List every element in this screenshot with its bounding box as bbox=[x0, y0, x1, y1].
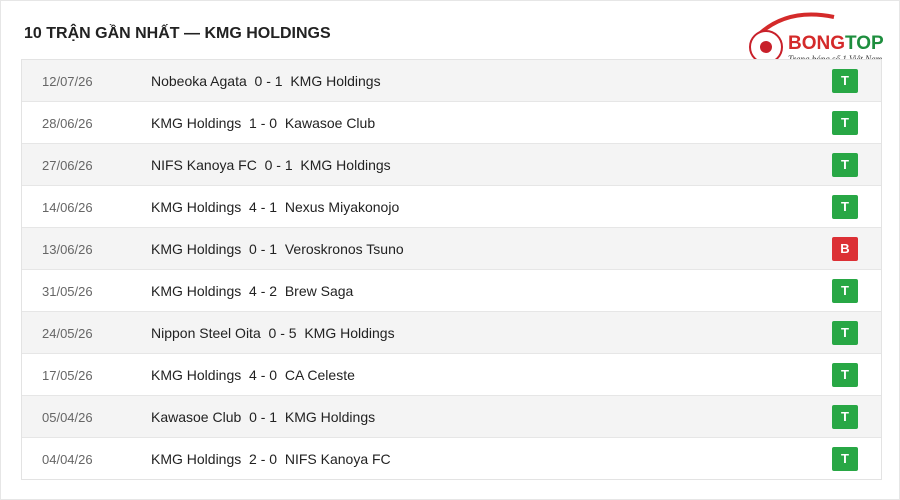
match-row: 05/04/26 Kawasoe Club 0 - 1 KMG Holdings T bbox=[22, 395, 881, 437]
score: 2 - 0 bbox=[249, 451, 278, 467]
score: 0 - 1 bbox=[249, 241, 278, 257]
match-line: Kawasoe Club 0 - 1 KMG Holdings bbox=[151, 409, 375, 425]
result-badge: T bbox=[832, 321, 858, 345]
home-team: Nippon Steel Oita bbox=[151, 325, 261, 341]
home-team: KMG Holdings bbox=[151, 241, 242, 257]
logo-brand-a: BONG bbox=[788, 33, 845, 54]
away-team: KMG Holdings bbox=[284, 409, 376, 425]
score: 4 - 0 bbox=[249, 367, 278, 383]
match-line: Nippon Steel Oita 0 - 5 KMG Holdings bbox=[151, 325, 395, 341]
match-line: NIFS Kanoya FC 0 - 1 KMG Holdings bbox=[151, 157, 391, 173]
match-line: KMG Holdings 2 - 0 NIFS Kanoya FC bbox=[151, 451, 391, 467]
home-team: KMG Holdings bbox=[151, 115, 242, 131]
away-team: NIFS Kanoya FC bbox=[284, 451, 391, 467]
score: 4 - 1 bbox=[249, 199, 278, 215]
match-row: 04/04/26 KMG Holdings 2 - 0 NIFS Kanoya F… bbox=[22, 437, 881, 479]
result-badge: T bbox=[832, 447, 858, 471]
home-team: KMG Holdings bbox=[151, 367, 242, 383]
match-row: 27/06/26 NIFS Kanoya FC 0 - 1 KMG Holding… bbox=[22, 143, 881, 185]
match-line: KMG Holdings 4 - 1 Nexus Miyakonojo bbox=[151, 199, 399, 215]
match-row: 24/05/26 Nippon Steel Oita 0 - 5 KMG Hold… bbox=[22, 311, 881, 353]
score: 0 - 5 bbox=[268, 325, 297, 341]
result-badge: T bbox=[832, 111, 858, 135]
title: 10 TRẬN GẦN NHẤT — KMG HOLDINGS bbox=[24, 25, 331, 42]
results-table: 12/07/26 Nobeoka Agata 0 - 1 KMG Holdings… bbox=[21, 59, 882, 480]
result-badge: T bbox=[832, 363, 858, 387]
match-line: KMG Holdings 4 - 0 CA Celeste bbox=[151, 367, 355, 383]
away-team: KMG Holdings bbox=[300, 157, 391, 173]
match-date: 05/04/26 bbox=[42, 410, 93, 425]
match-date: 28/06/26 bbox=[42, 116, 93, 131]
away-team: Veroskronos Tsuno bbox=[284, 241, 404, 257]
match-row: 14/06/26 KMG Holdings 4 - 1 Nexus Miyakon… bbox=[22, 185, 881, 227]
logo-brand: BONGTOP bbox=[788, 33, 884, 54]
away-team: Nexus Miyakonojo bbox=[284, 199, 400, 215]
result-badge: B bbox=[832, 237, 858, 261]
match-date: 13/06/26 bbox=[42, 242, 93, 257]
logo-brand-b: TOP bbox=[845, 33, 884, 54]
score: 0 - 1 bbox=[249, 409, 278, 425]
home-team: KMG Holdings bbox=[151, 283, 242, 299]
home-team: NIFS Kanoya FC bbox=[151, 157, 257, 173]
score: 4 - 2 bbox=[249, 283, 278, 299]
away-team: Kawasoe Club bbox=[284, 115, 376, 131]
match-row: 13/06/26 KMG Holdings 0 - 1 Veroskronos T… bbox=[22, 227, 881, 269]
logo-ball-patch bbox=[760, 41, 772, 53]
match-date: 31/05/26 bbox=[42, 284, 93, 299]
away-team: Brew Saga bbox=[284, 283, 354, 299]
result-badge: T bbox=[832, 279, 858, 303]
result-badge: T bbox=[832, 153, 858, 177]
match-date: 12/07/26 bbox=[42, 74, 93, 89]
match-line: KMG Holdings 1 - 0 Kawasoe Club bbox=[151, 115, 375, 131]
match-row: 28/06/26 KMG Holdings 1 - 0 Kawasoe Club T bbox=[22, 101, 881, 143]
match-line: KMG Holdings 4 - 2 Brew Saga bbox=[151, 283, 353, 299]
match-row: 12/07/26 Nobeoka Agata 0 - 1 KMG Holdings… bbox=[22, 60, 881, 101]
match-date: 14/06/26 bbox=[42, 200, 93, 215]
away-team: KMG Holdings bbox=[290, 73, 381, 89]
match-date: 27/06/26 bbox=[42, 158, 93, 173]
score: 1 - 0 bbox=[249, 115, 278, 131]
match-date: 17/05/26 bbox=[42, 368, 93, 383]
match-line: KMG Holdings 0 - 1 Veroskronos Tsuno bbox=[151, 241, 404, 257]
away-team: CA Celeste bbox=[284, 367, 355, 383]
result-badge: T bbox=[832, 69, 858, 93]
match-row: 31/05/26 KMG Holdings 4 - 2 Brew Saga T bbox=[22, 269, 881, 311]
match-date: 24/05/26 bbox=[42, 326, 93, 341]
home-team: KMG Holdings bbox=[151, 451, 242, 467]
match-row: 17/05/26 KMG Holdings 4 - 0 CA Celeste T bbox=[22, 353, 881, 395]
match-line: Nobeoka Agata 0 - 1 KMG Holdings bbox=[151, 73, 381, 89]
match-date: 04/04/26 bbox=[42, 452, 93, 467]
score: 0 - 1 bbox=[254, 73, 283, 89]
away-team: KMG Holdings bbox=[304, 325, 395, 341]
result-badge: T bbox=[832, 405, 858, 429]
home-team: Nobeoka Agata bbox=[151, 73, 247, 89]
home-team: Kawasoe Club bbox=[151, 409, 242, 425]
result-badge: T bbox=[832, 195, 858, 219]
home-team: KMG Holdings bbox=[151, 199, 242, 215]
score: 0 - 1 bbox=[264, 157, 293, 173]
